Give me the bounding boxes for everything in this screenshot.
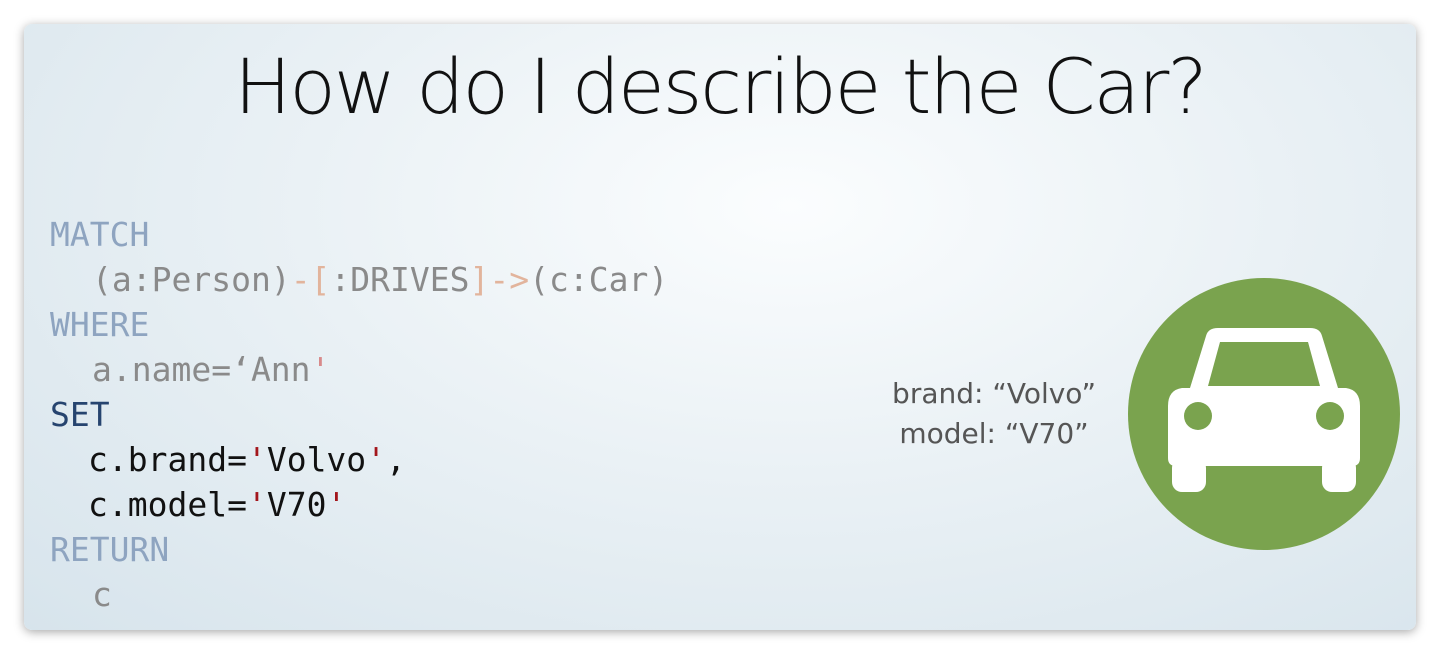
code-line: a.name=‘Ann' xyxy=(50,347,668,392)
keyword: SET xyxy=(50,395,110,434)
code-token: ' xyxy=(326,485,347,524)
code-token: a.name=‘Ann xyxy=(92,350,311,389)
code-line: c.model='V70' xyxy=(50,482,668,527)
slide: How do I describe the Car? MATCH (a:Pers… xyxy=(24,24,1416,630)
property: model: “V70” xyxy=(899,417,1089,450)
code-token: -[ xyxy=(290,260,331,299)
code-token: :DRIVES xyxy=(330,260,470,299)
node-properties: brand: “Volvo” model: “V70” xyxy=(844,374,1144,454)
code-token: ' xyxy=(246,485,267,524)
code-line: RETURN xyxy=(50,527,668,572)
code-line: MATCH xyxy=(50,212,668,257)
slide-title: How do I describe the Car? xyxy=(234,42,1207,131)
code-token: (c:Car) xyxy=(529,260,669,299)
car-light xyxy=(1184,402,1212,430)
code-line: (a:Person)-[:DRIVES]->(c:Car) xyxy=(50,257,668,302)
car-light xyxy=(1316,402,1344,430)
keyword: WHERE xyxy=(50,305,150,344)
code-line: c xyxy=(50,572,668,617)
car-node xyxy=(1128,278,1400,550)
code-token: V70 xyxy=(266,485,327,524)
code-token: (a:Person) xyxy=(92,260,291,299)
code-token: ' xyxy=(366,440,387,479)
code-token: c xyxy=(92,575,112,614)
code-token: ]-> xyxy=(469,260,530,299)
code-token: c.model= xyxy=(88,485,247,524)
code-block: MATCH (a:Person)-[:DRIVES]->(c:Car) WHER… xyxy=(50,212,668,617)
code-line: WHERE xyxy=(50,302,668,347)
code-line: SET xyxy=(50,392,668,437)
code-token: ' xyxy=(310,350,331,389)
keyword: MATCH xyxy=(50,215,150,254)
code-token: ' xyxy=(246,440,267,479)
code-line: c.brand='Volvo', xyxy=(50,437,668,482)
code-token: Volvo xyxy=(266,440,367,479)
car-window xyxy=(1208,342,1320,386)
keyword: RETURN xyxy=(50,530,170,569)
property: brand: “Volvo” xyxy=(892,377,1096,410)
code-token: , xyxy=(386,440,406,479)
code-token: c.brand= xyxy=(88,440,247,479)
